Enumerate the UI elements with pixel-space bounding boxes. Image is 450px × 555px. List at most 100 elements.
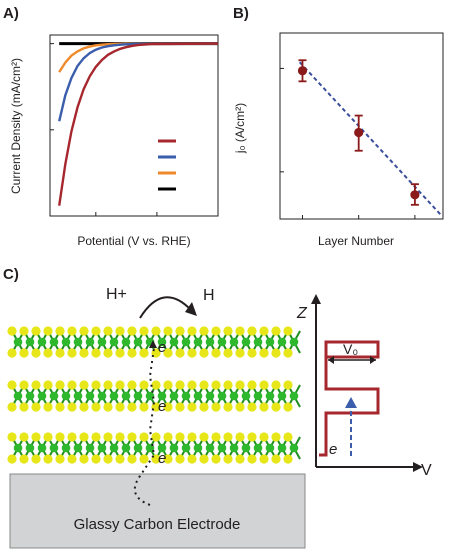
mos2-metal-atom xyxy=(133,337,143,347)
mos2-metal-atom xyxy=(13,337,23,347)
mos2-sulfur-atom xyxy=(211,432,221,442)
mos2-sulfur-atom xyxy=(235,348,245,358)
mos2-sulfur-atom xyxy=(211,348,221,358)
mos2-sulfur-atom xyxy=(127,454,137,464)
mos2-sulfur-atom xyxy=(103,380,113,390)
mos2-metal-atom xyxy=(121,337,131,347)
mos2-sulfur-atom xyxy=(7,380,17,390)
mos2-layer-2 xyxy=(7,380,301,412)
mos2-sulfur-atom xyxy=(115,348,125,358)
mos2-metal-atom xyxy=(289,391,299,401)
mos2-sulfur-atom xyxy=(283,432,293,442)
mos2-sulfur-atom xyxy=(139,454,149,464)
reaction-arrowhead xyxy=(185,302,197,316)
mos2-sulfur-atom xyxy=(211,380,221,390)
mos2-sulfur-atom xyxy=(283,380,293,390)
mos2-sulfur-atom xyxy=(271,432,281,442)
v-axis-label: V xyxy=(421,462,432,479)
mos2-sulfur-atom xyxy=(43,432,53,442)
mos2-sulfur-atom xyxy=(43,326,53,336)
panel-b-point-2 xyxy=(354,127,364,138)
mos2-metal-atom xyxy=(49,337,59,347)
panel-b-xlabel: Layer Number xyxy=(318,234,394,248)
mos2-metal-atom xyxy=(289,443,299,453)
mos2-sulfur-atom xyxy=(67,402,77,412)
mos2-metal-atom xyxy=(205,337,215,347)
mos2-metal-atom xyxy=(73,391,83,401)
mos2-metal-atom xyxy=(25,391,35,401)
mos2-sulfur-atom xyxy=(55,348,65,358)
panel-c-label: C) xyxy=(3,266,19,283)
mos2-sulfur-atom xyxy=(55,326,65,336)
mos2-layers xyxy=(7,326,301,464)
mos2-metal-atom xyxy=(85,391,95,401)
mos2-sulfur-atom xyxy=(187,454,197,464)
mos2-metal-atom xyxy=(217,391,227,401)
mos2-sulfur-atom xyxy=(247,432,257,442)
panel-a-legend xyxy=(158,139,176,191)
mos2-sulfur-atom xyxy=(67,326,77,336)
barrier-width-left-arrowhead xyxy=(328,356,334,364)
mos2-sulfur-atom xyxy=(223,432,233,442)
mos2-metal-atom xyxy=(253,443,263,453)
mos2-sulfur-atom xyxy=(115,432,125,442)
mos2-layer-1 xyxy=(7,326,301,358)
mos2-sulfur-atom xyxy=(163,348,173,358)
mos2-metal-atom xyxy=(181,391,191,401)
mos2-sulfur-atom xyxy=(187,402,197,412)
mos2-metal-atom xyxy=(181,337,191,347)
mos2-sulfur-atom xyxy=(271,454,281,464)
barrier-diagram: Z V V₀ e xyxy=(296,294,432,479)
mos2-sulfur-atom xyxy=(163,432,173,442)
mos2-metal-atom xyxy=(169,391,179,401)
mos2-sulfur-atom xyxy=(7,432,17,442)
mos2-sulfur-atom xyxy=(19,348,29,358)
mos2-sulfur-atom xyxy=(7,402,17,412)
mos2-sulfur-atom xyxy=(139,402,149,412)
mos2-sulfur-atom xyxy=(127,348,137,358)
mos2-sulfur-atom xyxy=(79,402,89,412)
panel-a-chart: Potential (V vs. RHE) Current Density (m… xyxy=(9,34,219,248)
mos2-sulfur-atom xyxy=(67,348,77,358)
mos2-metal-atom xyxy=(265,443,275,453)
mos2-sulfur-atom xyxy=(79,454,89,464)
panel-a-ylabel: Current Density (mA/cm²) xyxy=(9,58,23,194)
mos2-sulfur-atom xyxy=(7,326,17,336)
electrode-label: Glassy Carbon Electrode xyxy=(74,516,241,533)
panel-b-fit-line xyxy=(298,61,441,215)
mos2-sulfur-atom xyxy=(103,402,113,412)
mos2-sulfur-atom xyxy=(175,454,185,464)
panel-b-label: B) xyxy=(233,5,249,22)
mos2-sulfur-atom xyxy=(79,348,89,358)
mos2-sulfur-atom xyxy=(187,326,197,336)
mos2-metal-atom xyxy=(205,443,215,453)
mos2-sulfur-atom xyxy=(91,402,101,412)
mos2-sulfur-atom xyxy=(55,380,65,390)
mos2-sulfur-atom xyxy=(19,454,29,464)
panel-b-frame xyxy=(279,32,444,220)
glassy-carbon-electrode xyxy=(9,473,306,549)
mos2-sulfur-atom xyxy=(151,432,161,442)
electron-path xyxy=(133,347,156,506)
mos2-metal-atom xyxy=(193,391,203,401)
mos2-metal-atom xyxy=(13,391,23,401)
panel-b-fit xyxy=(298,61,441,215)
mos2-metal-atom xyxy=(145,391,155,401)
electron-label-middle: e xyxy=(158,398,166,415)
mos2-sulfur-atom xyxy=(235,402,245,412)
mos2-sulfur-atom xyxy=(259,432,269,442)
mos2-sulfur-atom xyxy=(259,454,269,464)
mos2-sulfur-atom xyxy=(247,348,257,358)
mos2-sulfur-atom xyxy=(187,348,197,358)
mos2-metal-atom xyxy=(97,443,107,453)
mos2-sulfur-atom xyxy=(175,432,185,442)
panel-b-chart: Layer Number j₀ (A/cm²) xyxy=(233,32,444,248)
mos2-sulfur-atom xyxy=(247,380,257,390)
panel-b-point-1 xyxy=(297,66,308,76)
electron-label-bottom: e xyxy=(158,450,166,467)
mos2-sulfur-atom xyxy=(271,380,281,390)
mos2-sulfur-atom xyxy=(247,402,257,412)
mos2-sulfur-atom xyxy=(175,380,185,390)
mos2-sulfur-atom xyxy=(259,326,269,336)
